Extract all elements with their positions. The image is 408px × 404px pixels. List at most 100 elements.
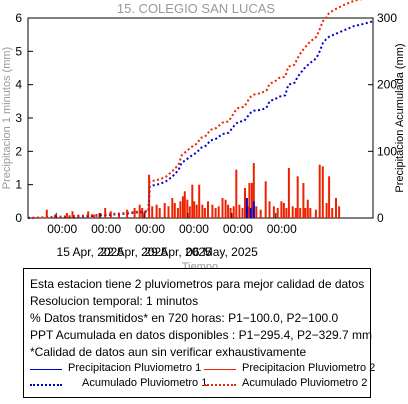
precip-bar-1-2 <box>252 201 255 218</box>
legend-swatch-acum-p1 <box>30 384 62 386</box>
precip-bar-2-27 <box>183 191 186 218</box>
legend-swatch-precip-p1 <box>30 369 62 370</box>
precip-bar-2-47 <box>241 208 244 218</box>
precip-bar-2-21 <box>167 206 170 218</box>
precip-bar-2-24 <box>176 208 179 218</box>
info-line-transmitted: % Datos transmitidos* en 720 horas: P1−1… <box>30 311 339 325</box>
y-left-tick-label: 5 <box>15 44 22 58</box>
precip-bar-2-17 <box>151 206 154 218</box>
precip-bar-2-56 <box>268 201 271 218</box>
precip-bar-2-28 <box>186 199 189 218</box>
precip-bar-2-62 <box>287 168 290 218</box>
info-line-resolution: Resolucion temporal: 1 minutos <box>30 294 199 308</box>
y-left-tick-label: 4 <box>15 78 22 92</box>
precip-bar-2-67 <box>302 183 305 218</box>
y-right-tick-label: 300 <box>377 11 397 25</box>
precip-bar-2-30 <box>191 184 194 218</box>
x-tick-time-label: 00:00 <box>91 222 121 236</box>
precip-bar-2-55 <box>264 181 267 218</box>
info-line-stations: Esta estacion tiene 2 pluviometros para … <box>30 277 365 291</box>
precip-bar-2-0 <box>45 209 48 218</box>
x-tick-time-label: 00:00 <box>179 222 209 236</box>
precip-bar-2-72 <box>318 164 321 218</box>
precip-bar-2-75 <box>328 176 331 218</box>
precip-bar-2-23 <box>173 203 176 218</box>
precip-bar-1-0 <box>245 198 248 218</box>
precip-bar-2-59 <box>280 201 283 218</box>
precip-bar-2-64 <box>294 208 297 218</box>
precip-bar-2-60 <box>282 203 285 218</box>
precip-bar-2-25 <box>179 201 182 218</box>
precip-bar-2-74 <box>325 203 328 218</box>
y-left-tick-label: 2 <box>15 144 22 158</box>
precip-bar-2-53 <box>255 206 258 218</box>
precip-bar-2-13 <box>138 204 141 218</box>
precip-bar-2-71 <box>314 209 317 218</box>
precip-bar-2-48 <box>244 188 246 218</box>
precip-bar-2-36 <box>207 201 209 218</box>
precip-bar-2-15 <box>143 211 146 218</box>
precip-bar-2-6 <box>92 214 95 218</box>
y-left-tick-label: 1 <box>15 178 22 192</box>
precip-bar-2-69 <box>306 199 309 218</box>
precip-bar-2-52 <box>252 163 255 218</box>
precip-bar-2-70 <box>309 208 312 218</box>
precip-bar-2-8 <box>104 208 107 218</box>
precip-bar-2-29 <box>188 206 191 218</box>
y-right-tick-label: 200 <box>377 78 397 92</box>
legend-label-acum-p1: Acumulado Pluviometro 1 <box>82 377 208 389</box>
legend-label-precip-p1: Precipitacion Pluviometro 1 <box>68 362 202 374</box>
precip-bar-2-35 <box>203 208 206 218</box>
y-axis-left-label: Precipitacion 1 minutos (mm) <box>1 47 13 189</box>
x-axis: 00:00 00:00 00:00 00:00 00:00 00:00 15 Apr, 20… <box>47 213 297 259</box>
plot-area <box>27 0 374 219</box>
x-tick-time-label: 00:00 <box>267 222 297 236</box>
y-left-tick-label: 3 <box>15 111 22 125</box>
precip-bar-2-63 <box>291 206 294 218</box>
precip-bar-2-14 <box>141 208 144 218</box>
precip-bar-2-18 <box>155 204 158 218</box>
precip-bar-2-41 <box>224 199 227 218</box>
precip-bar-2-19 <box>158 208 161 218</box>
precip-bar-2-78 <box>338 206 341 218</box>
precip-bar-2-57 <box>272 206 275 218</box>
precip-bar-2-26 <box>181 196 184 218</box>
precip-bar-1-1 <box>249 208 252 218</box>
precip-bar-2-54 <box>259 209 262 218</box>
precip-bar-2-45 <box>235 169 238 218</box>
y-left-tick-label: 0 <box>15 211 22 225</box>
x-tick-time-label: 00:00 <box>47 222 77 236</box>
precip-bar-2-37 <box>211 204 214 218</box>
precip-bar-2-31 <box>193 201 196 218</box>
precip-bar-2-12 <box>133 208 136 218</box>
legend-label-acum-p2: Acumulado Pluviometro 2 <box>242 377 368 389</box>
precip-bar-2-38 <box>214 208 217 218</box>
precip-bar-2-40 <box>221 198 224 218</box>
bars-pluviometro-2 <box>45 163 341 218</box>
legend-swatch-precip-p2 <box>204 369 236 370</box>
info-line-accumulated: PPT Acumulada en datos disponibles : P1−… <box>30 328 372 342</box>
precip-bar-2-77 <box>335 198 337 218</box>
x-tick-time-label: 00:00 <box>223 222 253 236</box>
precip-bar-2-22 <box>171 198 174 218</box>
accumulated-line-pluviometro-2 <box>27 0 364 219</box>
precip-bar-2-50 <box>248 183 251 218</box>
y-axis-right: 0 100 200 300 <box>368 11 397 225</box>
precip-bar-2-76 <box>331 208 334 218</box>
y-left-tick-label: 6 <box>15 11 22 25</box>
precip-bar-2-68 <box>304 208 307 218</box>
legend-label-precip-p2: Precipitacion Pluviometro 2 <box>242 362 376 374</box>
x-tick-date-label: 06 May, 2025 <box>186 245 258 259</box>
precip-bar-2-2 <box>65 213 68 218</box>
info-line-quality: *Calidad de datos aun sin verificar exha… <box>30 345 307 359</box>
precip-bar-2-34 <box>201 204 204 218</box>
y-axis-left: 0 1 2 3 4 5 6 <box>15 11 33 225</box>
precip-bar-2-42 <box>227 204 230 218</box>
precip-bar-2-39 <box>217 206 220 218</box>
precip-bar-2-66 <box>299 208 302 218</box>
precip-bar-2-58 <box>276 208 279 218</box>
precip-bar-2-65 <box>296 176 299 218</box>
chart-title: 15. COLEGIO SAN LUCAS <box>117 1 276 16</box>
x-tick-date-label: 22 Apr, 2025 <box>100 245 168 259</box>
